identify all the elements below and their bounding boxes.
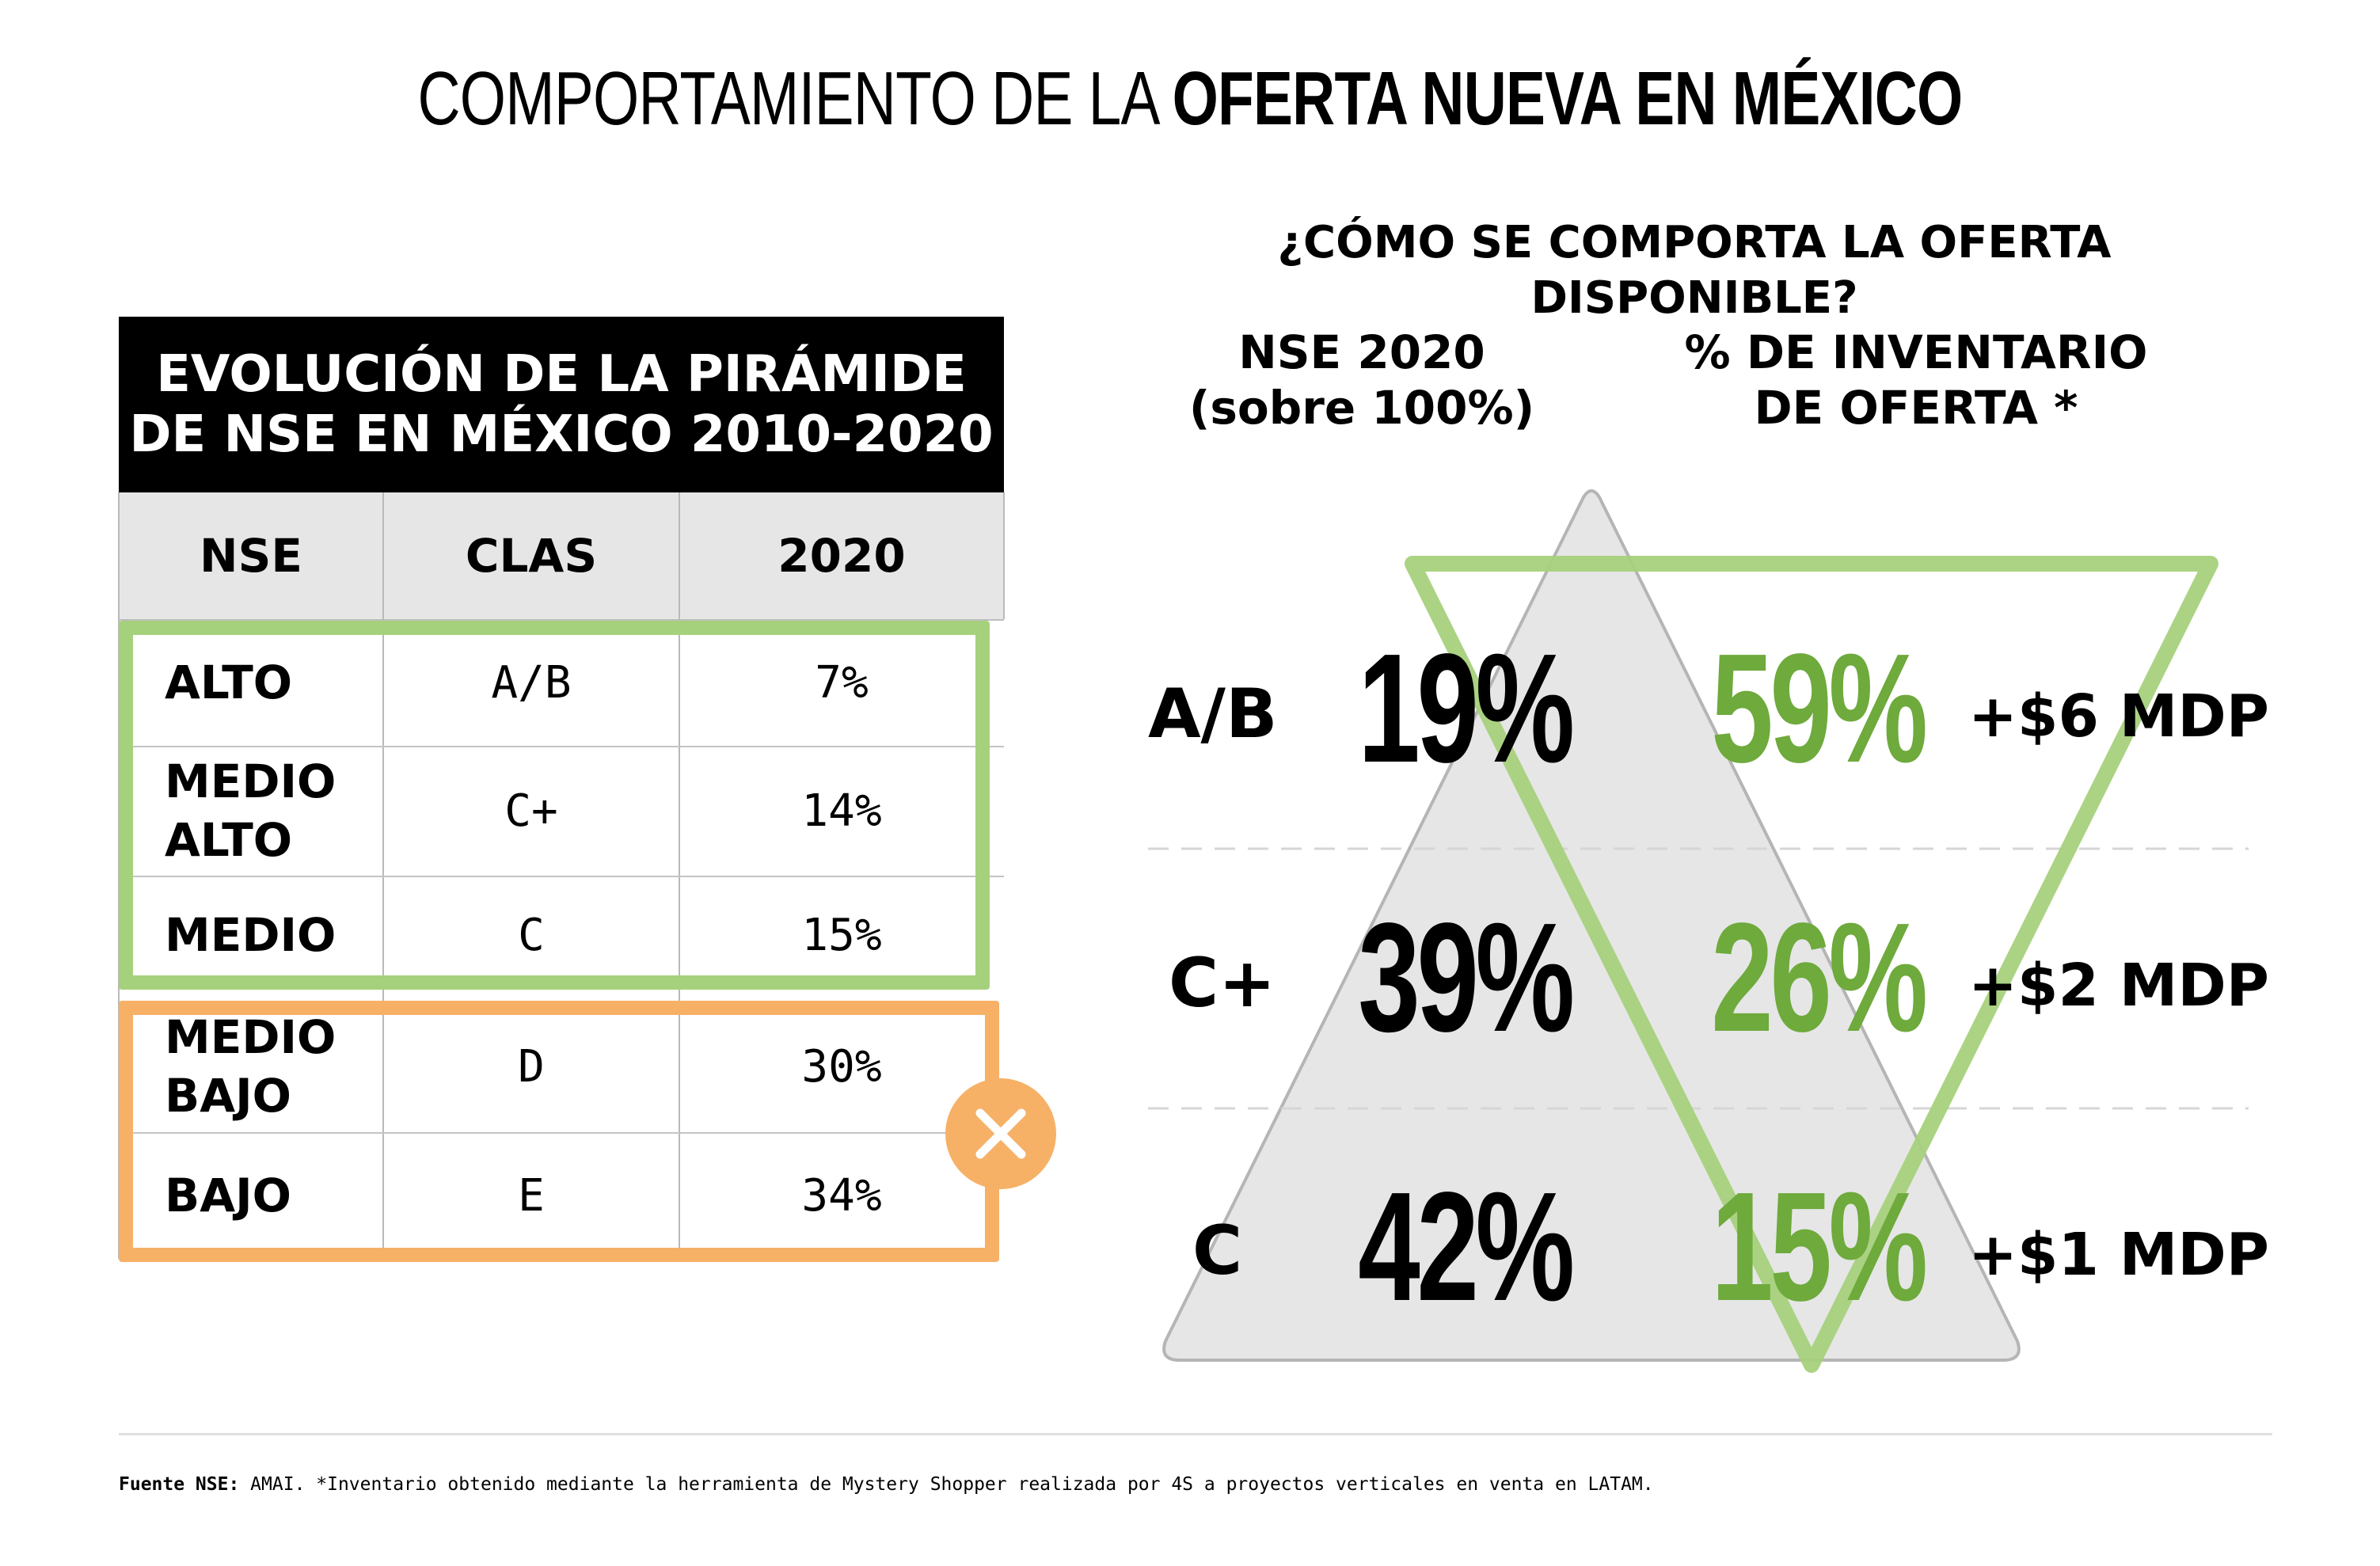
clas-cell: C+: [504, 785, 558, 837]
nse-cell: MEDIO: [165, 876, 402, 994]
clas-cell: C: [518, 909, 545, 961]
footnote-text: AMAI. *Inventario obtenido mediante la h…: [239, 1474, 1654, 1495]
oferta-inverted-triangle: [1405, 556, 2218, 1373]
inventario-percent-label: 59%: [1711, 621, 1928, 795]
value-cell: 34%: [801, 1169, 882, 1222]
table-row: BAJO E 34%: [119, 1132, 1004, 1259]
nse-cell: ALTO: [165, 619, 402, 746]
price-label: +$6 MDP: [1968, 682, 2270, 751]
value-cell: 30%: [801, 1040, 882, 1093]
nse-cell: MEDIO BAJO: [165, 1001, 402, 1132]
clas-cell: D: [518, 1040, 545, 1093]
table-row-divider: [119, 1132, 1004, 1134]
table-row: MEDIO BAJO D 30%: [119, 1001, 1004, 1132]
clas-cell: A/B: [491, 656, 572, 709]
value-cell: 14%: [801, 785, 882, 837]
column-header-nse-2020: NSE 2020 (sobre 100%): [1148, 325, 1576, 435]
nse-label: BAJO: [165, 1069, 291, 1123]
clas-cell: E: [518, 1169, 545, 1222]
nse-percent-label: 39%: [1358, 891, 1575, 1064]
price-label: +$2 MDP: [1968, 952, 2270, 1020]
nse-cell: BAJO: [165, 1132, 402, 1259]
highlight-frame-orange: [119, 1001, 999, 1262]
nse-label: BAJO: [165, 1169, 291, 1222]
column-header-inventario: % DE INVENTARIO DE OFERTA *: [1647, 325, 2185, 435]
table-column-headers: NSE CLAS 2020: [119, 492, 1004, 621]
table-row: MEDIO ALTO C+ 14%: [119, 746, 1004, 876]
column-header-clas: CLAS: [465, 529, 598, 583]
table-row: MEDIO C 15%: [119, 876, 1004, 994]
page-title: COMPORTAMIENTO DE LA OFERTA NUEVA EN MÉX…: [262, 55, 2119, 143]
nse-label: MEDIO: [165, 1010, 336, 1064]
chart-category-label: A/B: [1148, 675, 1278, 754]
x-mark-icon: [975, 1108, 1026, 1159]
column-header-line: % DE INVENTARIO: [1684, 325, 2148, 379]
value-cell: 7%: [815, 656, 869, 709]
title-light: COMPORTAMIENTO DE LA: [417, 56, 1173, 141]
footnote: Fuente NSE: AMAI. *Inventario obtenido m…: [119, 1474, 2272, 1495]
nse-label: MEDIO: [165, 908, 336, 962]
footer-divider: [119, 1433, 2272, 1435]
price-label: +$1 MDP: [1968, 1221, 2270, 1289]
nse-cell: MEDIO ALTO: [165, 746, 402, 876]
nse-percent-label: 42%: [1358, 1160, 1575, 1333]
table-row: ALTO A/B 7%: [119, 619, 1004, 746]
column-header-nse: NSE: [200, 529, 302, 583]
chart-category-label: C+: [1169, 944, 1276, 1023]
chart-category-label: C: [1192, 1211, 1243, 1290]
table-heading: EVOLUCIÓN DE LA PIRÁMIDE DE NSE EN MÉXIC…: [119, 317, 1004, 492]
column-header-line: NSE 2020: [1238, 325, 1485, 379]
table-border-right: [1003, 492, 1005, 619]
table-row-divider: [119, 876, 1004, 877]
nse-pyramid-table: EVOLUCIÓN DE LA PIRÁMIDE DE NSE EN MÉXIC…: [118, 317, 1005, 1259]
table-heading-line1: EVOLUCIÓN DE LA PIRÁMIDE: [156, 345, 967, 404]
column-header-2020: 2020: [777, 529, 906, 583]
highlight-frame-green: [119, 621, 990, 990]
inventario-percent-label: 15%: [1711, 1160, 1928, 1333]
nse-label: MEDIO: [165, 754, 336, 808]
title-bold: OFERTA NUEVA EN MÉXICO: [1172, 56, 1964, 141]
inventario-percent-label: 26%: [1711, 891, 1928, 1064]
footnote-label: Fuente NSE:: [119, 1474, 240, 1495]
value-cell: 15%: [801, 909, 882, 961]
nse-percent-label: 19%: [1358, 621, 1575, 795]
nse-label: ALTO: [165, 656, 293, 709]
x-circle-icon: [945, 1078, 1056, 1189]
table-heading-line2: DE NSE EN MÉXICO 2010-2020: [129, 405, 994, 464]
section-subtitle: ¿CÓMO SE COMPORTA LA OFERTA DISPONIBLE?: [1277, 217, 2112, 324]
column-header-line: (sobre 100%): [1188, 381, 1535, 435]
table-row-divider: [119, 746, 1004, 747]
column-header-line: DE OFERTA *: [1754, 381, 2078, 435]
nse-label: ALTO: [165, 813, 293, 867]
